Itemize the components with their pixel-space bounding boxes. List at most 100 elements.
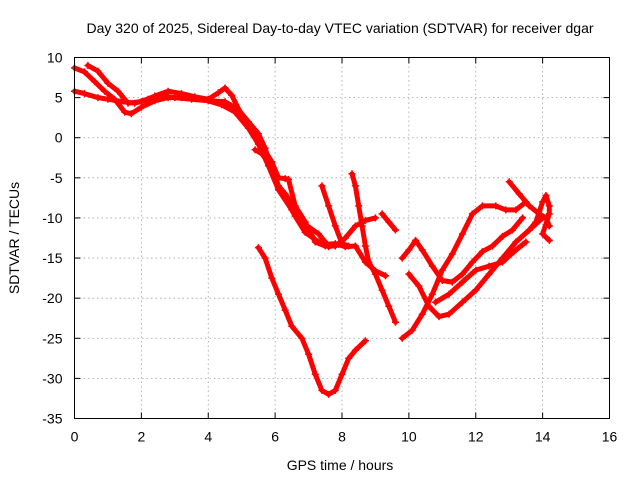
data-point [188,95,195,103]
data-point [355,202,363,210]
data-point [214,89,222,97]
series-trace [399,215,526,285]
data-point [251,146,259,154]
x-tick-label: 4 [204,429,212,445]
data-point [315,230,323,238]
data-point [275,182,282,190]
data-point [81,68,88,76]
data-point [428,290,436,298]
y-tick-label: -30 [42,370,62,386]
data-point [325,242,333,250]
data-point [285,175,292,183]
data-series [525,192,553,244]
data-point [341,234,349,242]
y-tick-label: 0 [55,130,63,146]
data-point [261,144,269,152]
x-tick-label: 12 [468,429,484,445]
data-series [398,214,527,286]
series-trace [255,245,368,397]
data-point [525,226,533,234]
data-point [144,95,152,103]
y-tick-label: -35 [42,411,62,427]
series-group [71,62,553,398]
data-point [408,326,416,334]
data-point [445,310,453,318]
data-point [405,270,413,278]
data-point [121,108,129,116]
data-point [512,238,520,246]
data-point [254,130,262,138]
data-point [385,218,393,226]
data-point [164,87,172,95]
data-point [478,202,486,210]
data-point [398,254,406,262]
data-point [345,354,353,362]
series-trace [72,88,342,250]
data-point [392,226,399,234]
data-point [301,228,309,236]
data-point [221,84,229,92]
data-series [432,238,530,306]
data-point [532,218,540,226]
data-point [281,190,289,198]
data-point [392,318,399,326]
data-point [104,95,112,103]
data-point [438,266,446,274]
data-point [315,238,323,246]
data-point [499,258,506,266]
data-point [258,150,266,158]
data-point [351,182,359,190]
data-point [468,258,476,266]
data-point [221,98,229,106]
data-series [378,210,399,234]
data-point [81,90,88,98]
x-axis-label: GPS time / hours [287,457,394,473]
series-trace [349,171,398,325]
series-trace [406,215,546,320]
data-point [418,246,426,254]
data-series [348,170,399,326]
data-point [489,242,496,250]
data-point [338,370,346,378]
data-point [519,214,527,222]
data-point [365,258,373,266]
chart-title: Day 320 of 2025, Sidereal Day-to-day VTE… [86,20,593,36]
y-tick-label: -25 [42,330,62,346]
data-point [351,346,359,354]
x-tick-label: 2 [137,429,145,445]
data-point [458,270,466,278]
data-point [311,370,319,378]
x-tick-label: 6 [271,429,279,445]
data-point [539,198,547,206]
y-tick-label: -15 [42,250,62,266]
data-point [415,282,423,290]
data-point [425,302,433,310]
x-tick-label: 8 [338,429,346,445]
data-point [305,350,313,358]
data-point [499,232,506,240]
data-point [94,94,102,102]
data-point [361,337,369,345]
data-point [114,87,122,95]
y-tick-label: 10 [47,50,63,66]
y-tick-label: -10 [42,210,62,226]
data-point [512,246,520,254]
data-point [478,248,486,256]
data-point [398,334,406,342]
data-point [539,230,547,238]
data-point [338,240,346,248]
data-point [281,175,289,183]
data-point [254,244,262,252]
data-point [428,262,436,270]
data-point [545,236,553,244]
data-point [281,306,289,314]
data-point [545,210,553,218]
data-point [512,206,520,214]
data-point [318,386,326,394]
data-point [432,298,440,306]
data-point [468,210,476,218]
data-point [485,262,493,270]
data-point [291,204,299,212]
data-series [254,244,369,398]
data-series [318,182,353,250]
